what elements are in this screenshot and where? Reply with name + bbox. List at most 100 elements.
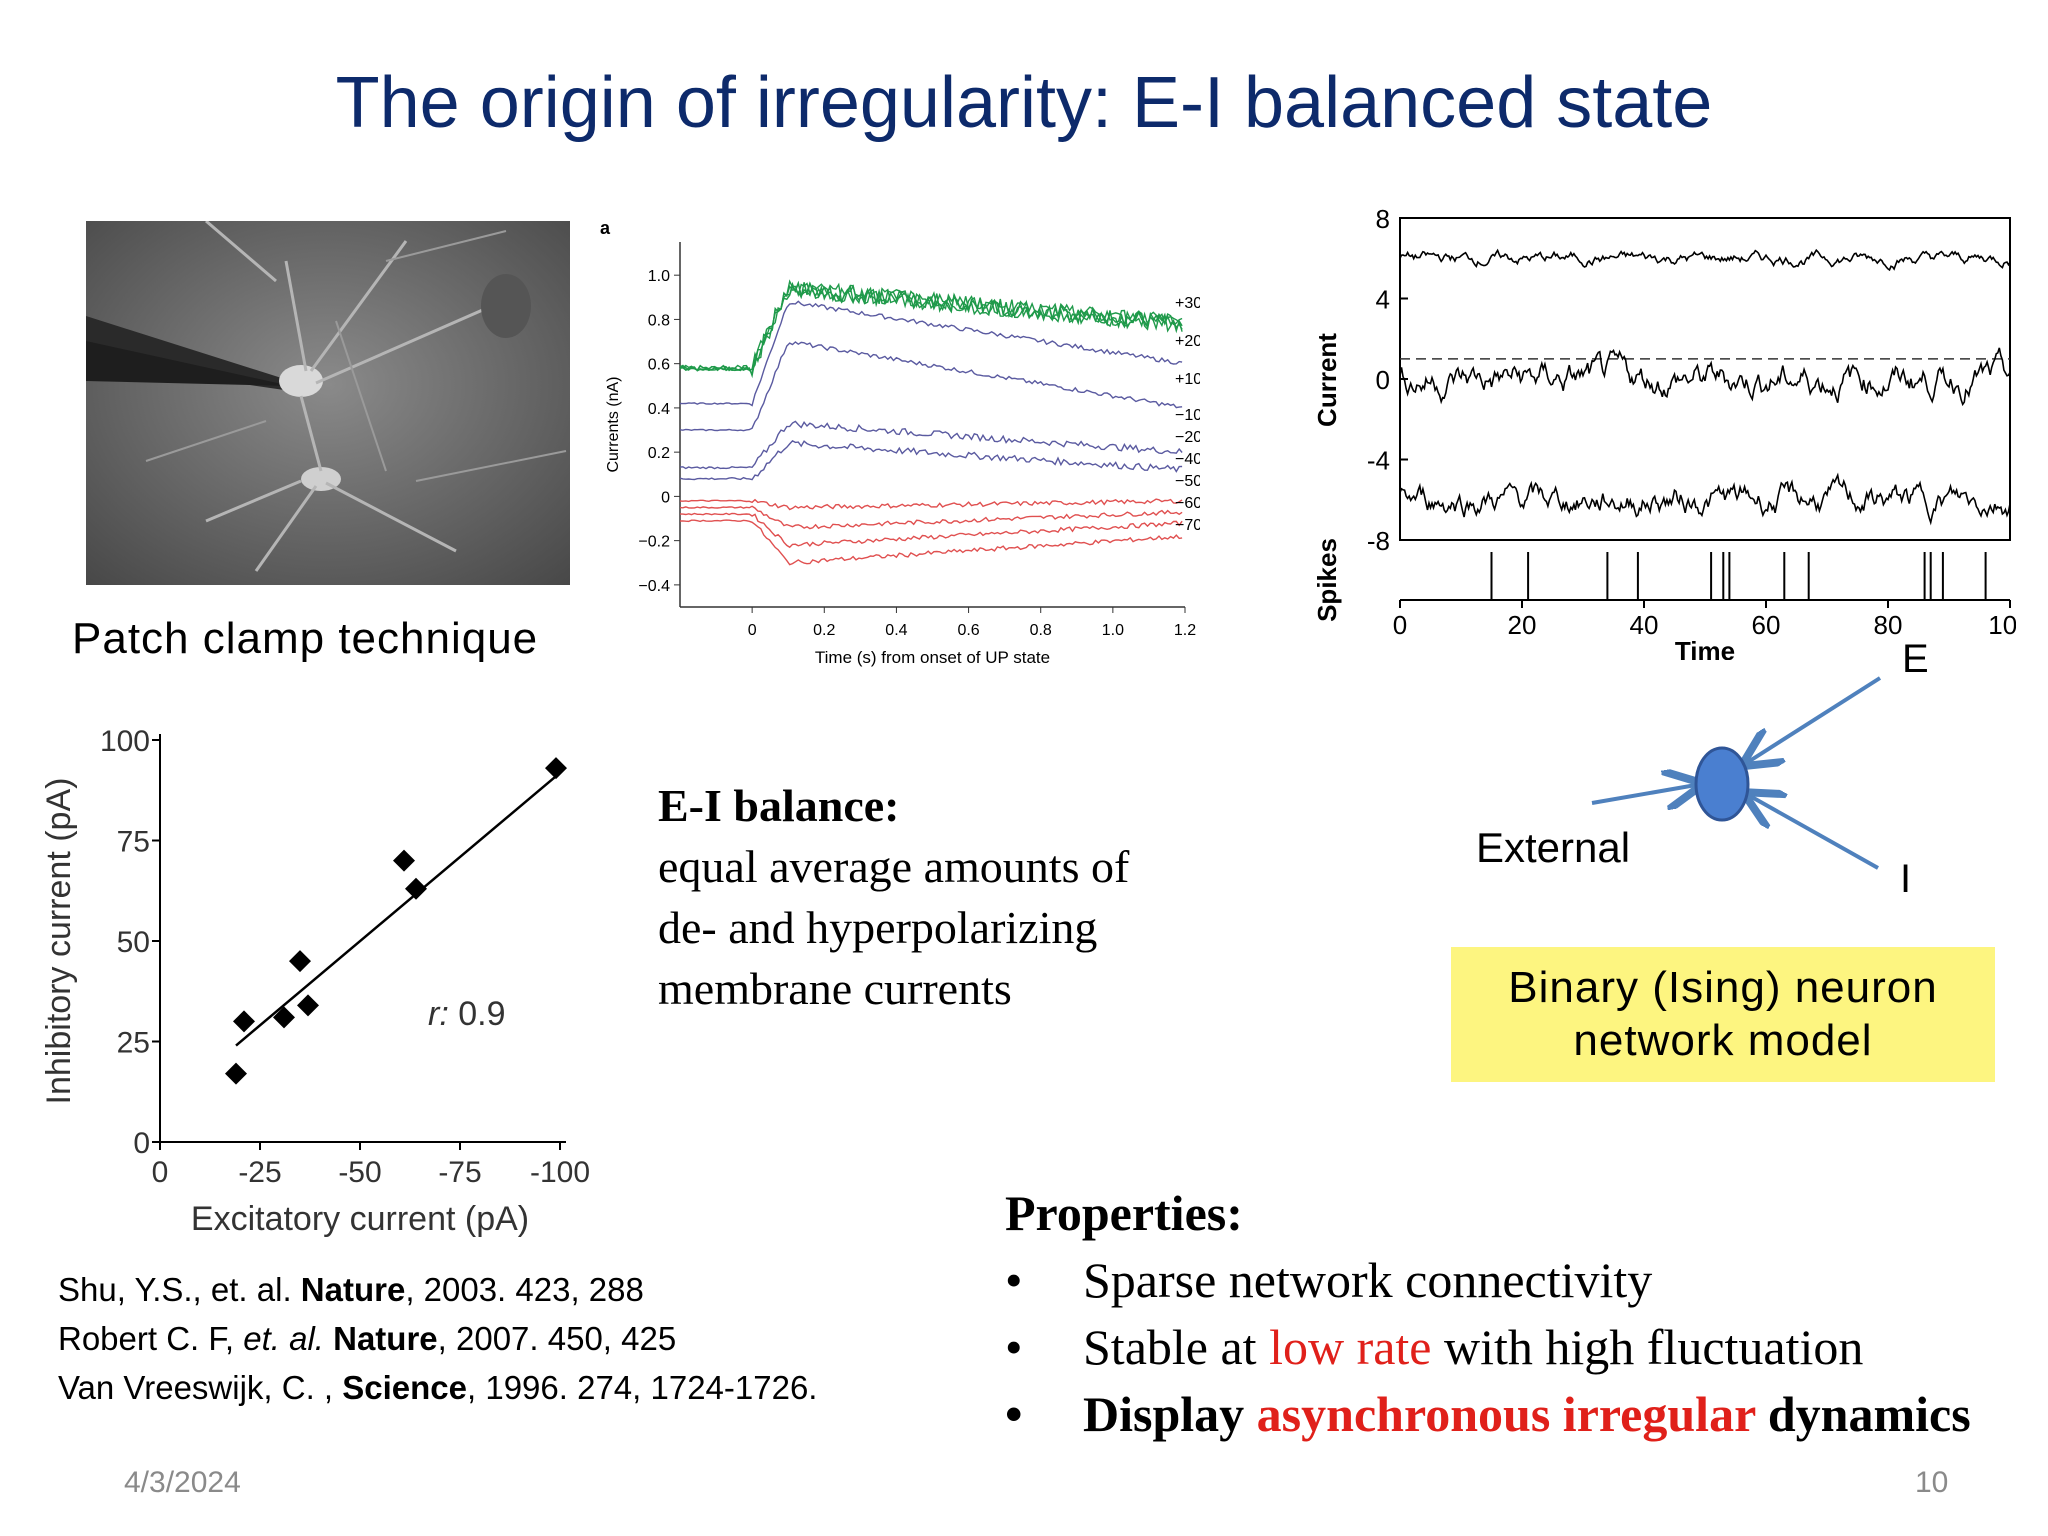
slide-date: 4/3/2024 (124, 1466, 241, 1499)
y-tick-label: 25 (117, 1027, 150, 1060)
slide-number: 10 (1915, 1466, 1949, 1499)
model-label-line: Binary (Ising) neuron (1508, 963, 1938, 1012)
series-line (679, 440, 1183, 481)
y-axis-label: Current (1312, 333, 1342, 427)
y-tick-label: 100 (100, 725, 150, 758)
series-label: −40 mV (1175, 451, 1200, 468)
simulated-current-plot: 840-4-8020406080100TimeCurrentSpikes (1312, 204, 2016, 660)
reference-item: Shu, Y.S., et. al. Nature, 2003. 423, 28… (58, 1271, 644, 1308)
y-tick-label: −0.2 (638, 534, 670, 551)
series-label: +30 mV (1175, 295, 1200, 312)
y-tick-label: -8 (1367, 526, 1390, 556)
data-point (225, 1062, 247, 1085)
y-tick-label: 4 (1376, 285, 1390, 315)
label-e: E (1902, 640, 1929, 681)
series-label: −70 mV (1175, 517, 1200, 534)
data-point (393, 849, 415, 872)
y-tick-label: 50 (117, 926, 150, 959)
y-tick-label: -4 (1367, 446, 1390, 476)
x-tick-label: 1.2 (1174, 622, 1196, 639)
current-trace (1399, 472, 2011, 526)
fit-line (235, 775, 557, 1047)
patch-clamp-photo (86, 221, 570, 585)
network-input-diagram: E I External (1476, 640, 1929, 901)
model-label-box: Binary (Ising) neuron network model (1451, 947, 1995, 1082)
series-line (679, 420, 1183, 470)
y-tick-label: 0.8 (648, 312, 670, 329)
series-label: −10 mV (1175, 407, 1200, 424)
y-axis-label: Currents (nA) (605, 376, 622, 472)
references: Shu, Y.S., et. al. Nature, 2003. 423, 28… (58, 1265, 817, 1412)
property-item: • Stable at low rate with high fluctuatio… (1005, 1319, 1864, 1375)
x-tick-label: 0 (152, 1156, 169, 1189)
data-point (297, 994, 319, 1017)
r-annotation: r: 0.9 (428, 995, 506, 1033)
x-tick-label: 80 (1874, 610, 1903, 640)
y-tick-label: 75 (117, 826, 150, 859)
series-line (679, 498, 1183, 511)
y-tick-label: 0.2 (648, 445, 670, 462)
neuron-node (1694, 746, 1750, 822)
arrow-from-e (1748, 676, 1882, 762)
property-item: • Sparse network connectivity (1005, 1252, 1653, 1308)
x-tick-label: 1.0 (1102, 622, 1124, 639)
data-point (273, 1006, 295, 1029)
x-tick-label: 0.4 (885, 622, 907, 639)
y-tick-label: 0 (133, 1127, 150, 1160)
x-axis-label: Time (1675, 636, 1735, 660)
y-tick-label: 8 (1376, 204, 1390, 234)
data-point (233, 1010, 255, 1033)
x-axis-label: Excitatory current (pA) (191, 1200, 529, 1238)
property-item: • Display asynchronous irregular dynamics (1005, 1386, 1971, 1442)
y-axis-label: Inhibitory current (pA) (40, 778, 78, 1105)
y-tick-label: 1.0 (648, 268, 670, 285)
reference-item: Van Vreeswijk, C. , Science, 1996. 274, … (58, 1369, 818, 1406)
y-tick-label: 0.4 (648, 401, 670, 418)
x-tick-label: 60 (1752, 610, 1781, 640)
model-label-line: network model (1573, 1016, 1873, 1065)
properties-heading: Properties: (1005, 1185, 1243, 1241)
series-line (679, 282, 1183, 379)
current-trace (1399, 248, 2011, 272)
y-tick-label: 0.6 (648, 357, 670, 374)
x-tick-label: 40 (1630, 610, 1659, 640)
series-label: −20 mV (1175, 429, 1200, 446)
series-label: −60 mV (1175, 495, 1200, 512)
label-i: I (1900, 857, 1911, 901)
series-label: +20 mV (1175, 333, 1200, 350)
panel-label: a (600, 222, 611, 238)
x-tick-label: 0 (748, 622, 757, 639)
series-line (679, 519, 1183, 566)
current-trace (1399, 347, 2011, 407)
series-label: +10 mV (1175, 371, 1200, 388)
data-point (289, 950, 311, 973)
x-tick-label: -100 (530, 1156, 590, 1189)
reference-item: Robert C. F, et. al. Nature, 2007. 450, … (58, 1320, 677, 1357)
x-tick-label: -50 (338, 1156, 381, 1189)
ei-balance-line: de- and hyperpolarizing (658, 902, 1098, 953)
ei-balance-line: membrane currents (658, 963, 1012, 1014)
series-line (679, 505, 1183, 530)
series-line (679, 512, 1183, 549)
x-tick-label: 0.6 (957, 622, 979, 639)
series-line (679, 341, 1183, 432)
x-tick-label: 100 (1988, 610, 2016, 640)
label-external: External (1476, 824, 1630, 871)
x-tick-label: -25 (238, 1156, 281, 1189)
voltage-clamp-currents-plot: a 1.0 0.8 0.6 0.4 0.2 0 −0.2 −0.4 0 0.2 0.4 0.6 0.8 1.… (600, 222, 1200, 667)
x-tick-label: 0.8 (1030, 622, 1052, 639)
y-tick-label: −0.4 (638, 578, 670, 595)
patch-clamp-caption: Patch clamp technique (72, 614, 539, 663)
spikes-axis-label: Spikes (1312, 538, 1342, 622)
properties-list: Properties: • Sparse network connectivity… (1005, 1180, 2035, 1448)
x-tick-label: -75 (438, 1156, 481, 1189)
y-tick-label: 0 (1376, 365, 1390, 395)
ei-balance-line: equal average amounts of (658, 841, 1130, 892)
data-point (545, 757, 567, 780)
data-point (405, 877, 427, 900)
x-axis-label: Time (s) from onset of UP state (815, 648, 1050, 667)
y-tick-label: 0 (661, 489, 670, 506)
x-tick-label: 0 (1393, 610, 1407, 640)
x-tick-label: 0.2 (813, 622, 835, 639)
